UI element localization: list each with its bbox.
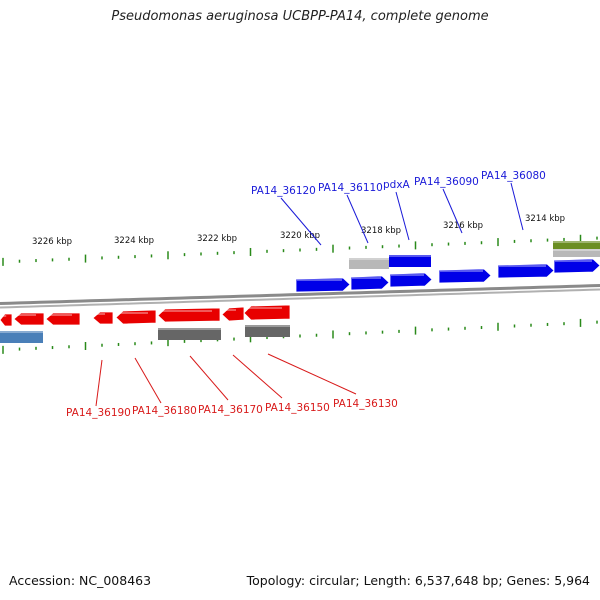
forward-gene-arrow-shine (440, 270, 483, 272)
scale-label: 3220 kbp (280, 231, 320, 241)
scale-label: 3222 kbp (197, 234, 237, 244)
forward-label-leader (280, 197, 322, 246)
feature-track-steel (0, 331, 43, 343)
feature-track-gray-shine (553, 249, 600, 251)
map-title: Pseudomonas aeruginosa UCBPP-PA14, compl… (111, 9, 489, 24)
reverse-label-leader (232, 354, 283, 399)
reverse-label-leader (267, 353, 357, 395)
feature-track-gray (349, 258, 389, 269)
reverse-gene-arrow-shine (1, 315, 7, 317)
feature-track-gray-shine (349, 258, 389, 260)
feature-track-gray (553, 249, 600, 257)
reverse-gene-arrow (45, 312, 81, 326)
reverse-gene-label: PA14_36180 (132, 405, 197, 417)
reverse-gene-label: PA14_36190 (66, 407, 131, 419)
reverse-gene-arrow-shine (159, 310, 212, 312)
genome-summary: Topology: circular; Length: 6,537,648 bp… (246, 573, 590, 588)
scale-label: 3226 kbp (32, 237, 72, 247)
forward-gene-arrow-shine (297, 279, 342, 281)
reverse-gene-label: PA14_36130 (333, 398, 398, 410)
feature-track-blue-shine (389, 255, 431, 257)
forward-label-leader (346, 194, 369, 244)
reverse-gene-arrow-shine (47, 314, 72, 316)
feature-track-dark (158, 328, 221, 340)
forward-gene-arrow-shine (499, 265, 546, 267)
feature-track-dark (245, 325, 290, 337)
forward-label-leader (395, 191, 410, 241)
feature-track-steel-shine (0, 331, 43, 333)
accession-label: Accession: NC_008463 (9, 573, 152, 588)
reverse-gene-arrow-shine (94, 313, 105, 315)
reverse-gene-arrow (92, 311, 114, 325)
reverse-label-leader (134, 357, 162, 404)
forward-gene-arrow-shine (391, 274, 424, 276)
reverse-gene-label: PA14_36170 (198, 404, 263, 416)
forward-label-leader (510, 182, 524, 231)
reverse-gene-arrow-shine (245, 307, 282, 309)
scale-label: 3218 kbp (361, 226, 401, 236)
forward-gene-arrow (350, 275, 390, 291)
backbone-upper (0, 284, 600, 305)
forward-gene-label: pdxA (383, 179, 411, 191)
reverse-gene-arrow (157, 307, 221, 323)
forward-gene-arrow-shine (555, 260, 592, 262)
feature-track-dark-shine (245, 325, 290, 327)
reverse-gene-arrow (221, 306, 245, 322)
backbone-lower (0, 288, 600, 309)
reverse-gene-arrow (115, 309, 157, 325)
forward-label-leader (442, 188, 463, 234)
scale-label: 3214 kbp (525, 214, 565, 224)
feature-track-olive (553, 241, 600, 249)
reverse-gene-arrow (243, 304, 291, 321)
scale-label: 3224 kbp (114, 236, 154, 246)
reverse-gene-arrow-shine (117, 312, 148, 314)
forward-gene-arrow-shine (352, 277, 381, 279)
forward-gene-arrow (438, 268, 492, 284)
reverse-gene-arrow-shine (15, 314, 36, 316)
feature-track-olive-shine (553, 241, 600, 243)
reverse-gene-arrow (13, 312, 45, 326)
reverse-gene-arrow (0, 313, 13, 327)
reverse-gene-label: PA14_36150 (265, 402, 330, 414)
reverse-label-leader (95, 359, 103, 407)
forward-gene-arrow (295, 277, 351, 293)
forward-gene-arrow (389, 272, 433, 288)
forward-gene-label: PA14_36110 (318, 182, 383, 194)
forward-gene-arrow (553, 258, 600, 274)
feature-track-dark-shine (158, 328, 221, 330)
reverse-label-leader (189, 355, 229, 401)
forward-gene-arrow (497, 263, 555, 279)
forward-gene-label: PA14_36090 (414, 176, 479, 188)
forward-gene-label: PA14_36080 (481, 170, 546, 182)
scale-label: 3216 kbp (443, 221, 483, 231)
reverse-gene-arrow-shine (223, 309, 236, 311)
feature-track-blue (389, 255, 431, 267)
forward-gene-label: PA14_36120 (251, 185, 316, 197)
